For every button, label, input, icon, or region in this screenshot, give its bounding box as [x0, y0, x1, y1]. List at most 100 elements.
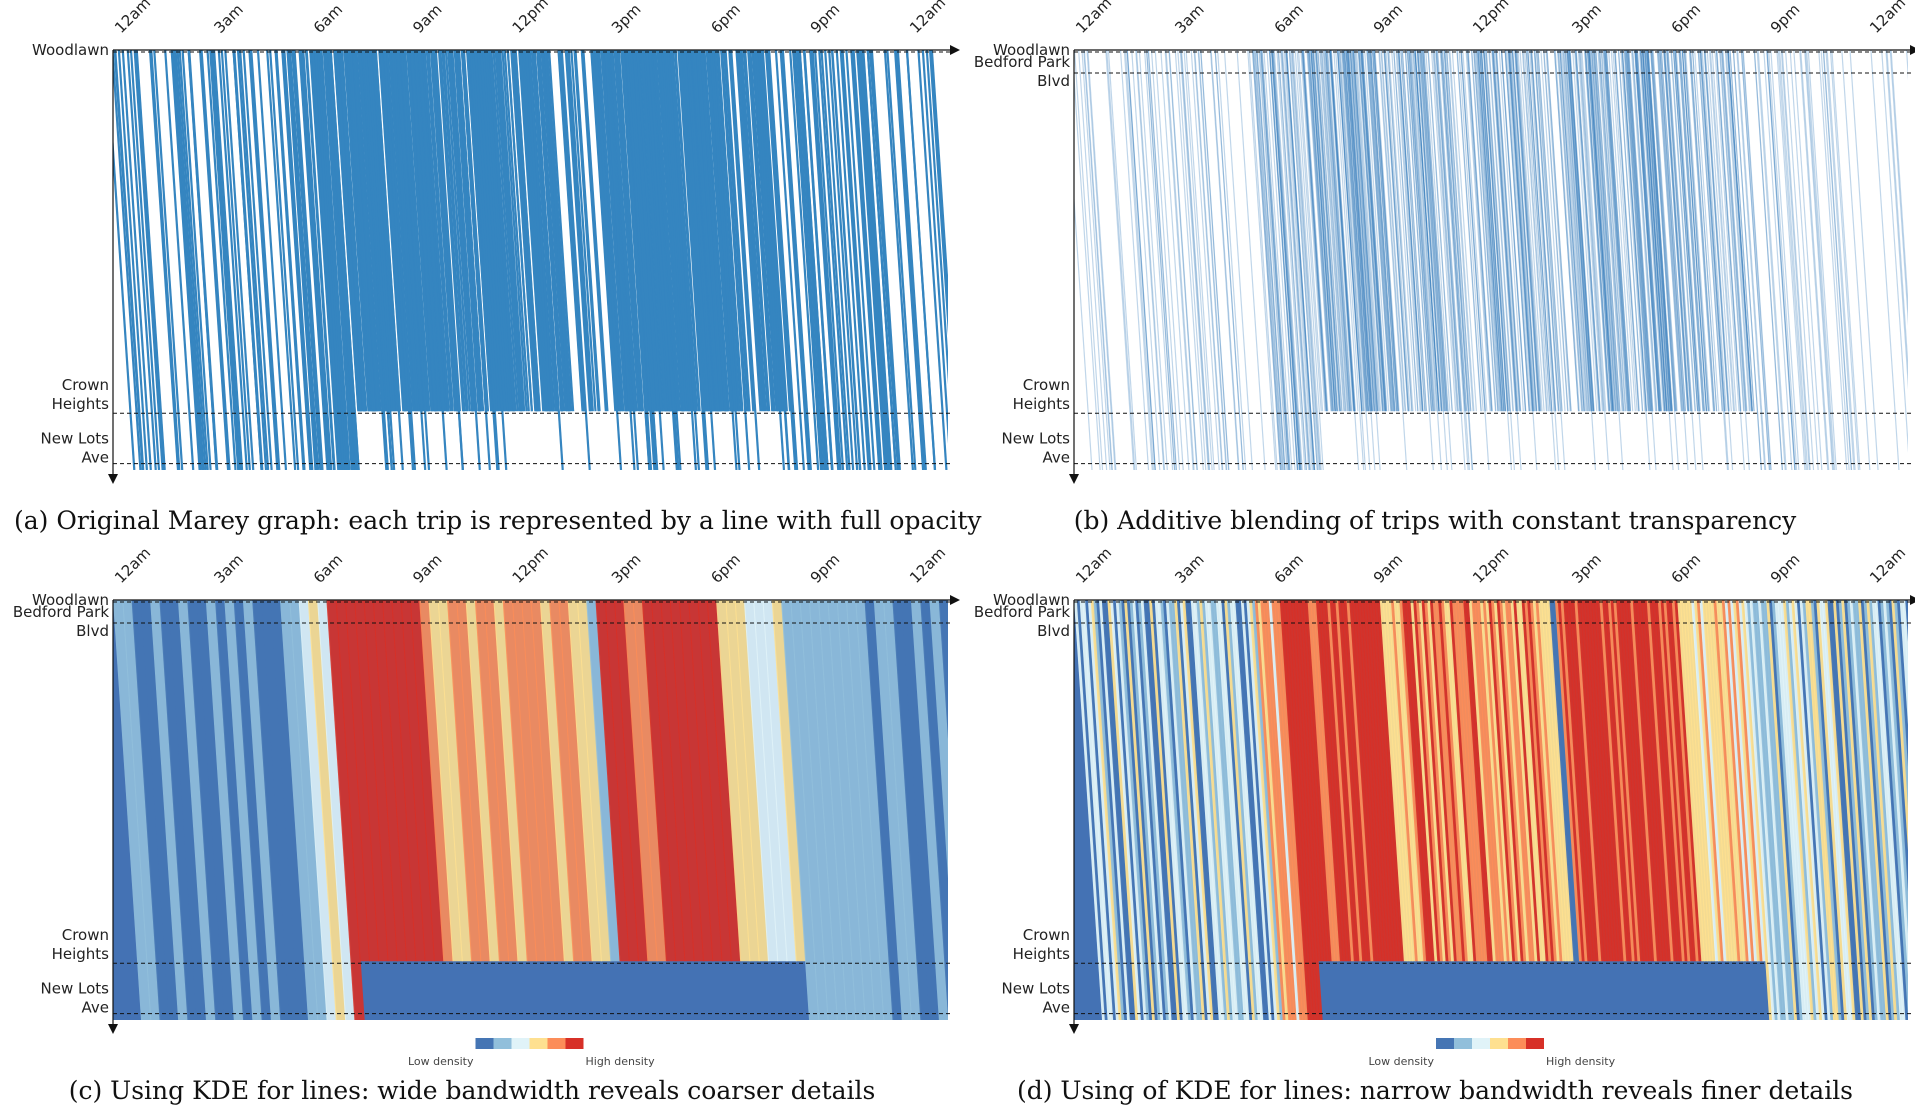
trip-line: [1689, 50, 1715, 412]
trip-line: [1521, 50, 1548, 412]
trip-line: [447, 50, 474, 412]
plot-area: [1074, 600, 1908, 1020]
trip-line: [1291, 50, 1321, 470]
trip-line: [1491, 50, 1517, 412]
trip-line: [1193, 50, 1223, 470]
trip-line: [1135, 50, 1166, 470]
trip-line: [1123, 50, 1153, 470]
trip-line: [1131, 50, 1161, 470]
trip-line: [1439, 50, 1469, 470]
trip-line: [709, 50, 737, 412]
legend-low-label: Low density: [408, 1055, 474, 1068]
trip-line: [153, 50, 184, 470]
trip-line: [1530, 50, 1557, 412]
trip-line: [518, 50, 545, 412]
density-band: [168, 600, 207, 1020]
trip-line: [1398, 50, 1424, 412]
trip-line: [388, 50, 415, 412]
trip-line: [1667, 50, 1697, 470]
trip-line: [1804, 50, 1835, 470]
trip-line: [1635, 50, 1661, 412]
trip-line: [1385, 50, 1411, 412]
trip-line: [1566, 50, 1593, 412]
trip-line: [1699, 50, 1730, 470]
density-legend: Low density High density: [408, 1038, 655, 1068]
legend-swatch: [1508, 1038, 1526, 1049]
trip-line: [1373, 50, 1400, 412]
trip-line: [1310, 50, 1336, 412]
trip-line: [1800, 50, 1830, 470]
trip-line: [1336, 50, 1367, 470]
trip-line: [1585, 50, 1611, 412]
trip-line: [1557, 50, 1583, 412]
trip-line: [322, 50, 353, 470]
trip-line: [1312, 50, 1339, 412]
trip-line: [281, 50, 312, 470]
trip-line: [671, 50, 698, 412]
trip-line: [1525, 50, 1551, 412]
density-band: [428, 600, 463, 962]
trip-line: [1317, 50, 1343, 412]
trip-line: [1556, 50, 1583, 412]
density-band: [261, 600, 300, 1020]
x-tick-label: 3pm: [1568, 550, 1605, 587]
density-band: [1899, 600, 1908, 726]
trip-line: [1500, 50, 1526, 412]
trip-line: [1260, 50, 1290, 470]
trip-line: [1154, 50, 1184, 470]
trip-line: [1545, 50, 1571, 412]
trip-line: [343, 50, 370, 412]
density-band: [391, 600, 426, 962]
trip-line: [1527, 50, 1557, 470]
legend-swatch: [1526, 1038, 1544, 1049]
trip-line: [1483, 50, 1510, 412]
trip-line: [1729, 50, 1755, 412]
trip-line: [362, 50, 393, 470]
trip-line: [1688, 50, 1715, 412]
trip-line: [1280, 50, 1311, 470]
trip-line: [818, 50, 849, 470]
trip-line: [1663, 50, 1690, 412]
trip-line: [698, 50, 726, 412]
legend-high-label: High density: [586, 1055, 656, 1068]
trip-line: [1513, 50, 1540, 412]
trip-line: [1793, 50, 1823, 470]
trip-line: [444, 50, 472, 412]
trip-line: [1886, 50, 1908, 376]
trip-line: [1322, 50, 1348, 412]
trip-line: [1437, 50, 1463, 412]
trip-line: [1341, 50, 1371, 470]
station-label: Crown: [1023, 376, 1070, 394]
trip-line: [198, 50, 230, 470]
trip-line: [1799, 50, 1829, 470]
trip-line: [522, 50, 550, 412]
trip-line: [1168, 50, 1198, 470]
density-band: [623, 600, 658, 962]
density-band: [419, 600, 454, 962]
trip-line: [1699, 50, 1726, 412]
trip-line: [666, 50, 697, 470]
trip-line: [1422, 50, 1448, 412]
trip-line: [1634, 50, 1660, 412]
trip-line: [1406, 50, 1433, 412]
trip-line: [1378, 50, 1405, 412]
density-band: [539, 600, 575, 962]
station-label: Woodlawn: [993, 41, 1070, 59]
trip-line: [631, 50, 658, 412]
trip-line: [1283, 50, 1313, 470]
trip-line: [1420, 50, 1447, 412]
trip-line: [383, 50, 410, 412]
trip-line: [325, 50, 357, 470]
trip-line: [658, 50, 686, 412]
trip-line: [1160, 50, 1190, 470]
trip-line: [1326, 50, 1352, 412]
trip-line: [544, 50, 571, 412]
trip-line: [389, 50, 416, 412]
density-band: [706, 600, 742, 962]
trip-line: [1777, 50, 1807, 470]
trip-line: [1362, 50, 1388, 412]
trip-line: [1681, 50, 1707, 412]
plot-area: [1074, 50, 1908, 470]
y-axis-arrow: [108, 1024, 118, 1034]
trip-line: [1509, 50, 1535, 412]
